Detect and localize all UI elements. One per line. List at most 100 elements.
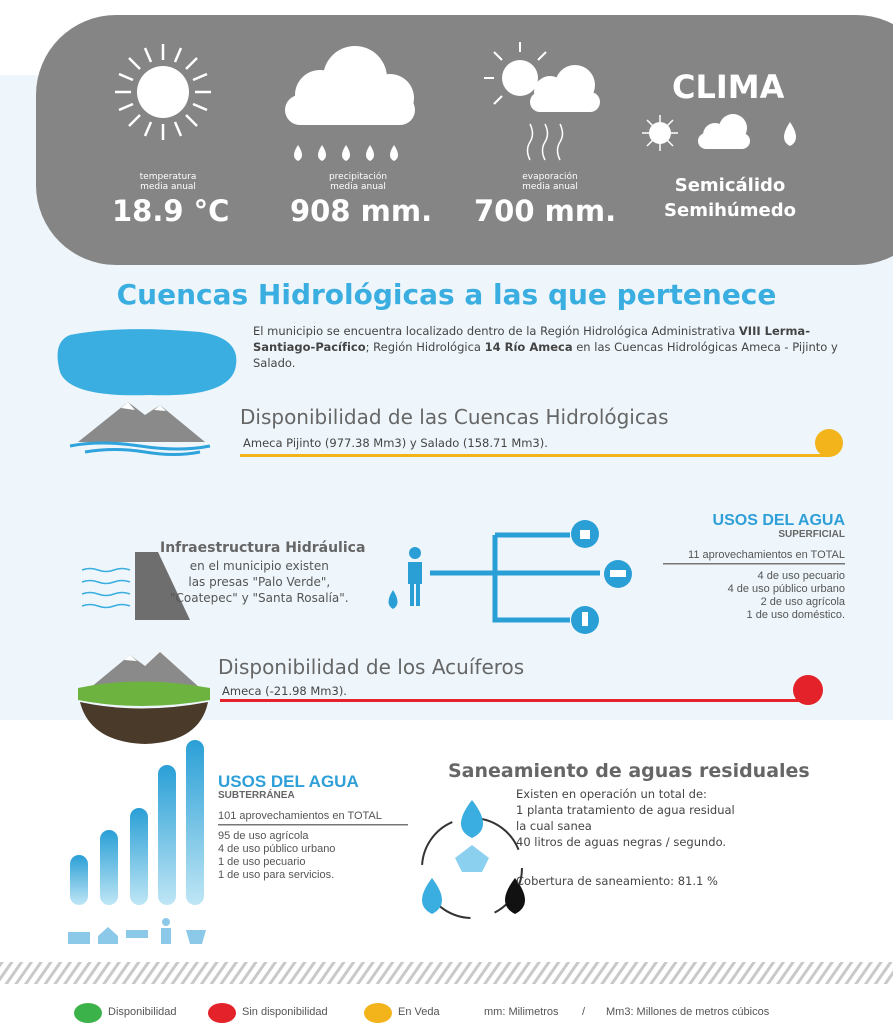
- shape-path: [69, 441, 211, 456]
- shape-line: [185, 57, 198, 70]
- shape-path: [80, 702, 208, 744]
- shape-rect: [582, 612, 588, 626]
- text: Existen en operación un total de: 1 plant…: [516, 786, 735, 850]
- text: Ameca Pijinto (977.38 Mm3) y Salado (158…: [243, 436, 548, 450]
- stripes: [0, 962, 893, 984]
- shape-path: [78, 402, 205, 442]
- shape-path: [526, 123, 564, 161]
- shape-ellipse: [208, 1003, 236, 1023]
- shape-rect: [416, 584, 420, 606]
- evaporation-icon: [484, 42, 600, 161]
- shape-g: [484, 42, 547, 105]
- section-title: Saneamiento de aguas residuales: [448, 760, 810, 782]
- shape-circle: [137, 66, 189, 118]
- legend-label: Disponibilidad: [108, 1006, 177, 1018]
- shape-line: [646, 119, 674, 147]
- shape-path: [135, 552, 190, 620]
- label: temperatura: [139, 172, 197, 182]
- text: 4 de uso público urbano: [218, 843, 336, 855]
- shape-rect: [130, 808, 148, 905]
- acuiferos-dot: [793, 675, 823, 705]
- total: 11 aprovechamientos en TOTAL: [688, 549, 845, 561]
- shape-ellipse: [364, 1003, 392, 1023]
- clima-type: Semihúmedo: [664, 200, 796, 221]
- shape-rect: [580, 530, 590, 539]
- shape-path: [461, 800, 483, 838]
- cuencas-bar: [240, 454, 830, 457]
- legend-swatches: [74, 1003, 392, 1023]
- section-title: Infraestructura Hidráulica: [160, 540, 366, 556]
- text: 1 de uso para servicios.: [218, 869, 335, 881]
- subtitle: SUBTERRÁNEA: [218, 790, 295, 801]
- value: 700 mm.: [474, 194, 617, 228]
- shape-rect: [530, 92, 600, 112]
- section-title: USOS DEL AGUA: [218, 772, 359, 791]
- text: la cual sanea: [516, 819, 592, 833]
- shape-circle: [162, 918, 170, 926]
- usage-bars: [70, 740, 204, 905]
- recycle-diagram: [421, 800, 525, 919]
- text: El municipio se encuentra localizado den…: [253, 324, 739, 338]
- text: 4 de uso público urbano: [727, 583, 845, 595]
- shape-rect: [161, 928, 171, 944]
- shape-path: [294, 145, 398, 161]
- mountain-icon: [69, 402, 211, 456]
- label: media anual: [330, 182, 386, 192]
- shape-line: [185, 114, 198, 127]
- shape-circle: [421, 817, 523, 919]
- text: Existen en operación un total de:: [516, 787, 707, 801]
- cuencas-dot: [815, 429, 843, 457]
- label: media anual: [522, 182, 578, 192]
- text: VIII Lerma-Santiago-Pacífico: [253, 324, 810, 354]
- section-title: USOS DEL AGUA: [712, 512, 845, 529]
- shape-g: [530, 65, 600, 112]
- shape-g: [430, 532, 600, 623]
- paragraph: El municipio se encuentra localizado den…: [253, 323, 843, 371]
- shape-path: [505, 878, 525, 914]
- legend-note: mm: Milimetros: [484, 1006, 559, 1018]
- label: media anual: [140, 182, 196, 192]
- shape-line: [118, 72, 134, 82]
- shape-g: [642, 115, 678, 151]
- legend-label: En Veda: [398, 1006, 440, 1018]
- text: Ameca (-21.98 Mm3).: [222, 684, 347, 698]
- divider: [218, 824, 408, 826]
- text: en el municipio existen: [189, 559, 329, 573]
- shape-path: [78, 681, 210, 706]
- shape-rect: [408, 562, 422, 584]
- shape-line: [493, 51, 503, 61]
- legend-note: /: [582, 1006, 586, 1018]
- shape-rect: [610, 570, 626, 577]
- shape-rect: [126, 930, 148, 938]
- shape-path: [430, 532, 600, 623]
- label: precipitación media anual: [318, 172, 398, 192]
- shape-ellipse: [74, 1003, 102, 1023]
- text: 95 de uso agrícola: [218, 830, 309, 842]
- acuiferos-bar: [220, 699, 810, 702]
- text: ; Región Hidrológica: [365, 340, 485, 354]
- shape-path: [90, 652, 200, 688]
- shape-line: [118, 102, 134, 112]
- clima-small-icons: [642, 114, 796, 151]
- divider: [663, 563, 845, 565]
- section-title: Cuencas Hidrológicas a las que pertenece: [116, 278, 777, 311]
- text: 14 Río Ameca: [484, 340, 573, 354]
- shape-line: [128, 114, 141, 127]
- total: 101 aprovechamientos en TOTAL: [218, 810, 382, 822]
- legend-label: Sin disponibilidad: [242, 1006, 328, 1018]
- shape-path: [388, 590, 398, 609]
- legend-note: Mm3: Millones de metros cúbicos: [606, 1006, 770, 1018]
- text: Cobertura de saneamiento: 81.1 %: [516, 874, 718, 888]
- text: las presas "Palo Verde",: [188, 575, 331, 589]
- label: temperatura media anual: [138, 172, 198, 192]
- label: evaporación media anual: [510, 172, 590, 192]
- clima-title: CLIMA: [672, 68, 785, 106]
- shape-path: [422, 878, 442, 914]
- label: evaporación: [522, 172, 578, 182]
- clima-type: Semicálido: [674, 175, 786, 196]
- lake-icon: [57, 329, 237, 396]
- text: "Coatepec" y "Santa Rosalía".: [170, 591, 349, 605]
- shape-path: [98, 927, 118, 944]
